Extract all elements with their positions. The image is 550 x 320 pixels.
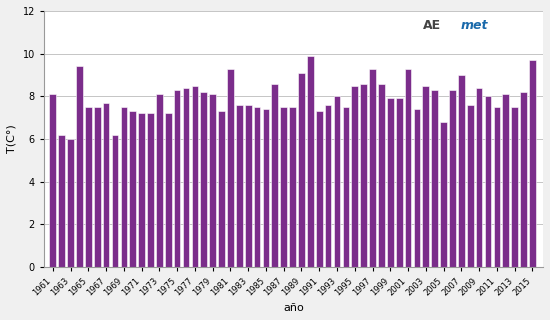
Bar <box>493 107 500 267</box>
Bar <box>440 122 447 267</box>
Text: met: met <box>461 19 488 32</box>
Bar <box>67 139 74 267</box>
Bar <box>200 92 207 267</box>
Bar <box>343 107 349 267</box>
Bar <box>85 107 92 267</box>
Bar <box>236 105 243 267</box>
Bar <box>289 107 296 267</box>
Text: AE: AE <box>424 19 442 32</box>
Bar <box>120 107 127 267</box>
Bar <box>512 107 518 267</box>
Bar <box>218 111 225 267</box>
Bar <box>458 75 465 267</box>
Bar <box>183 88 189 267</box>
Bar <box>325 105 332 267</box>
Bar <box>414 109 420 267</box>
Bar <box>76 67 82 267</box>
Bar <box>307 56 314 267</box>
Bar <box>334 96 340 267</box>
Bar <box>396 99 403 267</box>
Bar <box>520 92 527 267</box>
Bar <box>147 113 154 267</box>
Bar <box>316 111 322 267</box>
Bar <box>387 99 394 267</box>
Bar <box>378 84 385 267</box>
Bar <box>174 90 180 267</box>
Bar <box>298 73 305 267</box>
Bar <box>351 86 358 267</box>
Bar <box>94 107 101 267</box>
Bar <box>227 68 234 267</box>
Bar <box>449 90 456 267</box>
Bar <box>431 90 438 267</box>
Bar <box>485 96 491 267</box>
Bar <box>476 88 482 267</box>
Bar <box>129 111 136 267</box>
Bar <box>254 107 260 267</box>
Bar <box>245 105 251 267</box>
Bar <box>369 68 376 267</box>
Bar <box>156 94 163 267</box>
Bar <box>103 103 109 267</box>
Bar <box>422 86 429 267</box>
Bar <box>529 60 536 267</box>
Bar <box>112 135 118 267</box>
Bar <box>502 94 509 267</box>
Bar <box>280 107 287 267</box>
Bar <box>272 84 278 267</box>
Bar <box>467 105 474 267</box>
Bar <box>58 135 65 267</box>
Bar <box>360 84 367 267</box>
Bar <box>405 68 411 267</box>
Y-axis label: T(C°): T(C°) <box>7 124 17 153</box>
Bar <box>165 113 172 267</box>
Bar <box>50 94 56 267</box>
Bar <box>138 113 145 267</box>
Bar <box>262 109 270 267</box>
Bar <box>210 94 216 267</box>
X-axis label: año: año <box>283 303 304 313</box>
Bar <box>191 86 198 267</box>
